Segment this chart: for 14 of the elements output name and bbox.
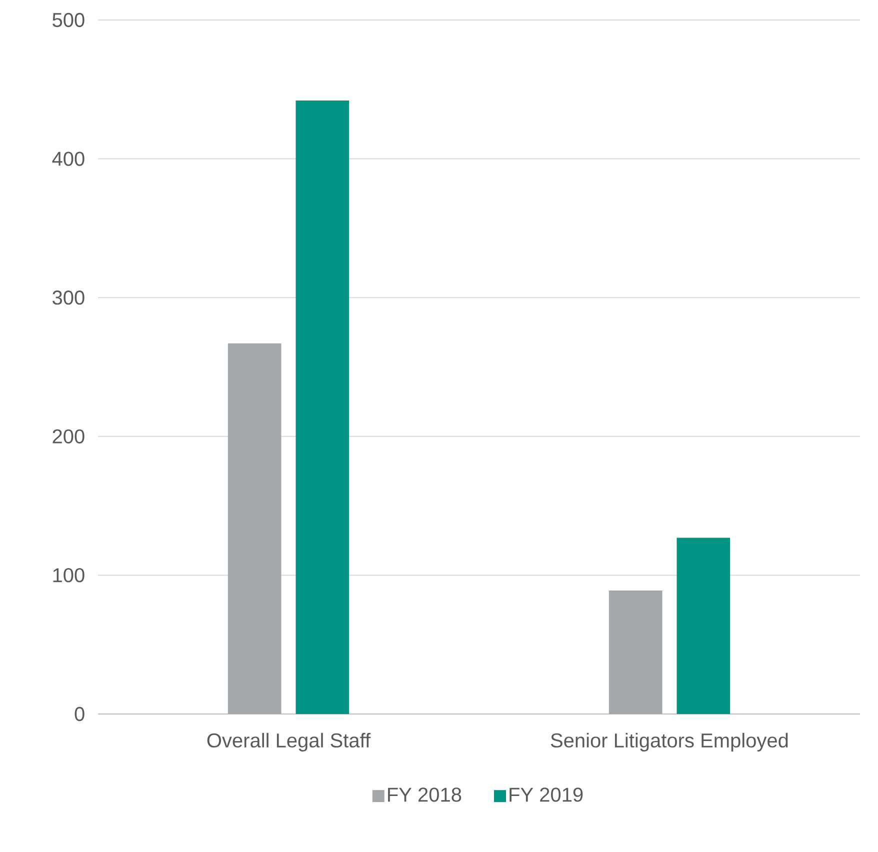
legend-label: FY 2019 (510, 788, 583, 802)
y-tick-label: 0 (74, 706, 84, 722)
x-tick-label: Overall Legal Staff (207, 732, 371, 752)
y-tick-label: 200 (52, 429, 84, 444)
y-tick-label: 500 (52, 12, 84, 28)
x-tick-label: Senior Litigators Employed (550, 732, 788, 752)
bar (608, 590, 662, 714)
y-tick-label: 300 (52, 290, 84, 305)
bar (228, 343, 282, 714)
legend-label: FY 2018 (388, 788, 462, 802)
bar (296, 100, 350, 714)
y-tick-label: 100 (53, 568, 84, 582)
y-tick-label: 400 (52, 152, 84, 166)
bar (676, 538, 730, 714)
